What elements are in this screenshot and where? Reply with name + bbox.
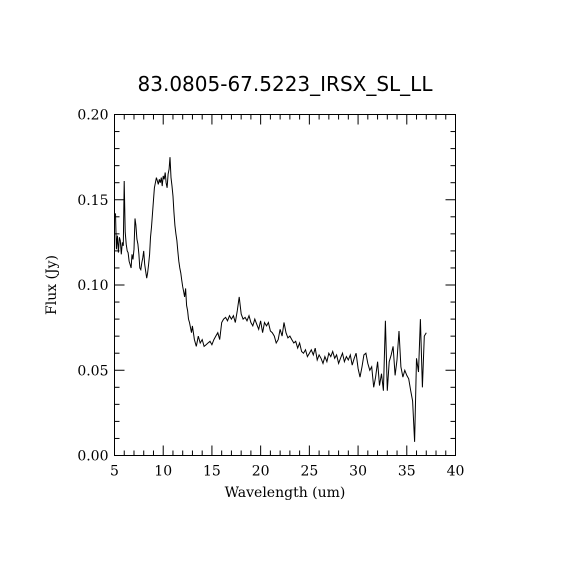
plot-frame (114, 114, 456, 456)
y-tick-label: 0.00 (77, 449, 108, 465)
y-tick-label: 0.05 (77, 363, 108, 379)
y-tick-label: 0.20 (77, 108, 108, 124)
axis-ticks (114, 114, 456, 456)
x-tick-label: 30 (349, 464, 367, 480)
tick-labels: 5 10 15 20 25 30 35 40 0.00 0.05 0.10 0.15 0.20 (77, 108, 464, 480)
chart-title: 83.0805-67.5223_IRSX_SL_LL (138, 72, 434, 96)
x-tick-label: 20 (252, 464, 270, 480)
x-tick-label: 40 (447, 464, 465, 480)
y-axis-label: Flux (Jy) (44, 255, 60, 315)
x-tick-label: 15 (203, 464, 221, 480)
x-tick-label: 35 (398, 464, 416, 480)
y-tick-label: 0.15 (77, 193, 108, 209)
x-axis-label: Wavelength (um) (225, 485, 346, 501)
series-group (115, 157, 427, 442)
x-tick-label: 25 (300, 464, 318, 480)
x-tick-label: 5 (110, 464, 119, 480)
flux-series-line (115, 157, 427, 442)
x-tick-label: 10 (154, 464, 172, 480)
y-tick-label: 0.10 (77, 278, 108, 294)
